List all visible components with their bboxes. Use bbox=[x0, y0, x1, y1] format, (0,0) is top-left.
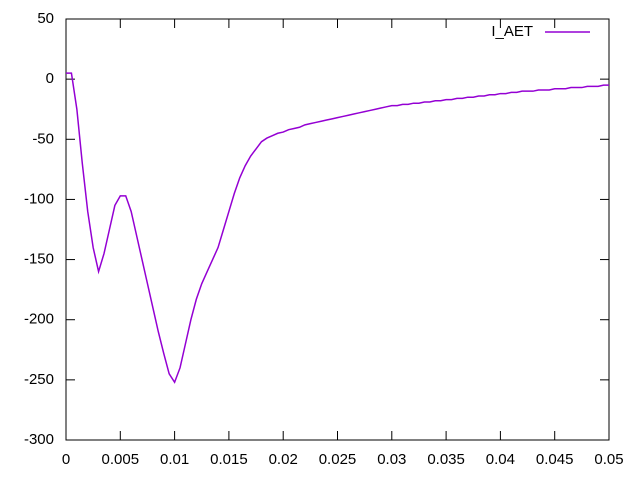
x-tick-label: 0.01 bbox=[160, 451, 189, 468]
x-tick-label: 0.045 bbox=[536, 451, 574, 468]
x-tick-label: 0.04 bbox=[486, 451, 515, 468]
x-tick-label: 0.025 bbox=[319, 451, 357, 468]
y-tick-label: -150 bbox=[24, 251, 54, 268]
y-tick-label: -250 bbox=[24, 371, 54, 388]
x-tick-label: 0.02 bbox=[269, 451, 298, 468]
x-tick-label: 0.015 bbox=[210, 451, 248, 468]
y-tick-label: -300 bbox=[24, 431, 54, 448]
y-tick-label: 0 bbox=[46, 70, 54, 87]
x-tick-label: 0.005 bbox=[102, 451, 140, 468]
y-tick-label: -50 bbox=[32, 130, 54, 147]
x-tick-label: 0 bbox=[62, 451, 70, 468]
plot-border bbox=[65, 18, 610, 441]
x-tick-label: 0.03 bbox=[377, 451, 406, 468]
y-tick-label: 50 bbox=[37, 10, 54, 27]
legend-label: I_AET bbox=[491, 23, 533, 40]
data-line bbox=[66, 72, 609, 384]
y-tick-label: -100 bbox=[24, 190, 54, 207]
y-tick-label: -200 bbox=[24, 311, 54, 328]
x-tick-label: 0.05 bbox=[594, 451, 623, 468]
x-tick-label: 0.035 bbox=[427, 451, 465, 468]
